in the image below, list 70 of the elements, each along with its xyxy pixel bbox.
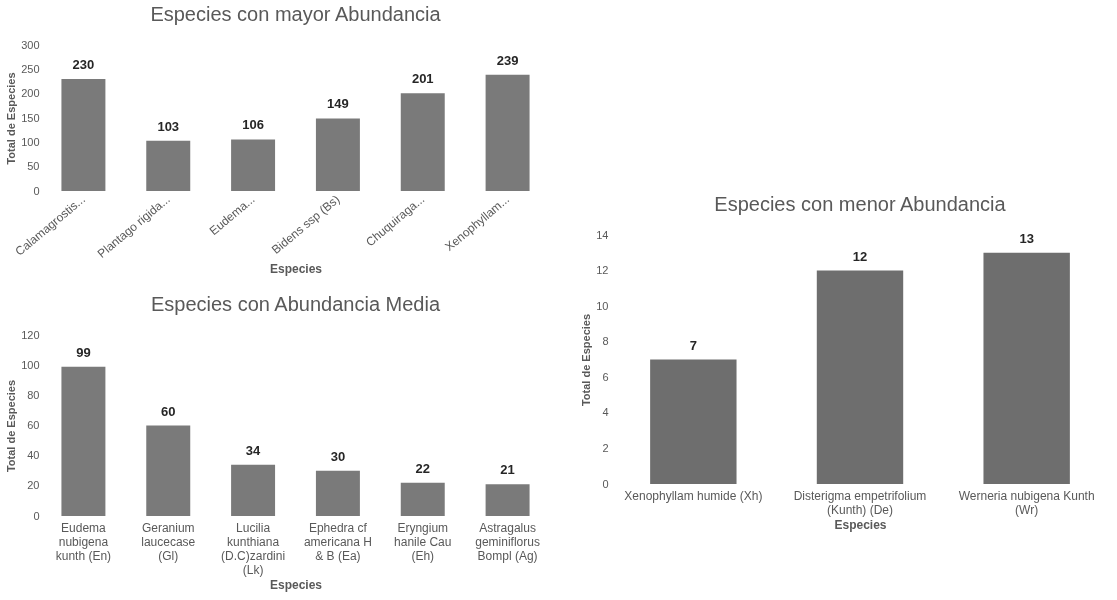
data-label: 60 xyxy=(161,403,176,419)
y-tick-label: 0 xyxy=(602,477,609,490)
y-tick-label: 4 xyxy=(602,406,609,419)
x-tick-label: Xenophyllam humide (Xh) xyxy=(624,488,763,503)
data-label: 13 xyxy=(1019,230,1034,246)
y-tick-label: 100 xyxy=(21,135,40,148)
x-axis-title: Especies xyxy=(269,261,323,276)
bar xyxy=(400,93,445,191)
bar xyxy=(61,79,106,191)
x-tick-label: Werneria nubigena Kunth (Wr) xyxy=(958,488,1095,517)
bar xyxy=(146,425,191,516)
chart-title: Especies con mayor Abundancia xyxy=(150,3,442,25)
bar xyxy=(400,482,445,516)
x-tick-label: Eudema nubigena kunth (En) xyxy=(55,520,112,563)
data-label: 230 xyxy=(72,57,95,73)
y-tick-label: 0 xyxy=(33,184,40,197)
y-tick-label: 300 xyxy=(21,38,40,51)
bar xyxy=(61,366,106,516)
data-label: 30 xyxy=(330,448,346,464)
data-label: 106 xyxy=(242,117,264,133)
x-tick-label: Geranium laucecase (Gl) xyxy=(141,520,196,563)
data-label: 149 xyxy=(327,96,349,112)
y-axis-title: Total de Especies xyxy=(580,313,593,407)
bar xyxy=(485,484,530,516)
y-axis-title: Total de Especies xyxy=(5,72,18,165)
chart-title: Especies con menor Abundancia xyxy=(714,193,1007,215)
y-tick-label: 0 xyxy=(33,509,40,522)
bar xyxy=(231,139,276,191)
y-tick-label: 14 xyxy=(596,228,609,241)
y-tick-label: 60 xyxy=(27,419,40,431)
x-tick-label: Eryngium hanile Cau (Eh) xyxy=(394,520,452,563)
y-axis-title: Total de Especies xyxy=(5,379,18,473)
bar xyxy=(650,359,737,484)
data-label: 12 xyxy=(852,248,868,264)
data-label: 7 xyxy=(689,337,697,353)
bar xyxy=(485,74,530,191)
x-tick-label: Astragalus geminiflorus Bompl (Ag) xyxy=(475,520,540,563)
y-tick-label: 150 xyxy=(21,111,40,124)
y-tick-label: 80 xyxy=(27,388,40,401)
bar xyxy=(231,464,276,516)
y-tick-label: 10 xyxy=(596,299,609,312)
data-label: 21 xyxy=(500,462,515,478)
bar xyxy=(315,118,360,191)
y-tick-label: 200 xyxy=(21,87,40,100)
y-tick-label: 100 xyxy=(21,358,40,371)
data-label: 34 xyxy=(245,442,262,458)
data-label: 99 xyxy=(76,344,91,360)
y-tick-label: 20 xyxy=(27,479,40,492)
bar xyxy=(146,140,191,191)
bar xyxy=(315,470,360,516)
y-tick-label: 250 xyxy=(21,62,40,75)
y-tick-label: 40 xyxy=(27,449,40,462)
data-label: 201 xyxy=(411,71,434,87)
bar xyxy=(983,252,1070,484)
data-label: 22 xyxy=(415,460,430,476)
y-tick-label: 6 xyxy=(602,370,609,383)
chart-title: Especies con Abundancia Media xyxy=(150,293,441,315)
y-tick-label: 120 xyxy=(21,328,40,341)
x-tick-label: Ephedra cf americana H & B (Ea) xyxy=(303,520,372,563)
y-tick-label: 2 xyxy=(602,441,609,454)
y-tick-label: 12 xyxy=(596,264,609,277)
x-tick-label: Disterigma empetrifolium (Kunth) (De) xyxy=(793,488,927,517)
x-tick-label: Lucilia kunthiana (D.C)zardini (Lk) xyxy=(221,520,286,577)
data-label: 103 xyxy=(157,118,180,134)
x-axis-title: Especies xyxy=(834,517,887,532)
y-tick-label: 8 xyxy=(602,335,609,348)
data-label: 239 xyxy=(496,52,519,68)
bar xyxy=(816,270,904,484)
y-tick-label: 50 xyxy=(27,160,40,173)
x-axis-title: Especies xyxy=(269,577,323,592)
